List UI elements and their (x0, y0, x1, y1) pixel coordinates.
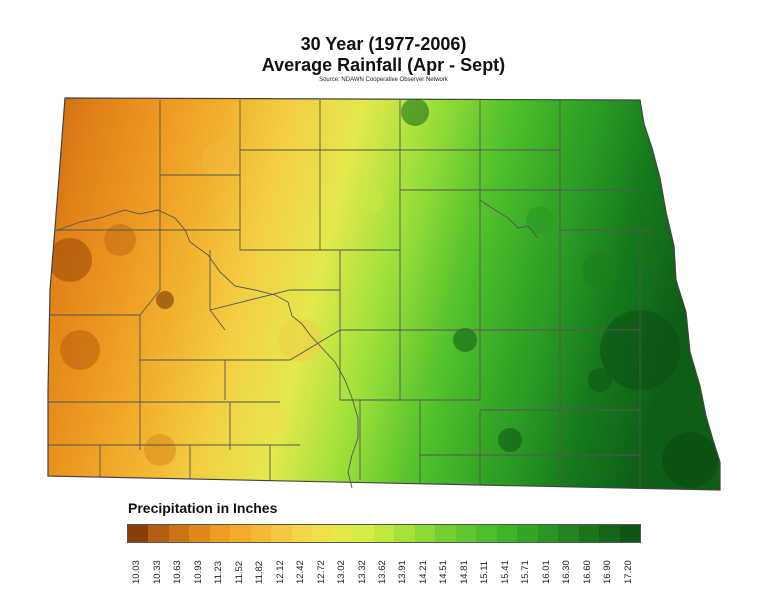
legend-swatch (332, 525, 354, 542)
legend-tick-label: 10.93 (192, 560, 204, 584)
legend-tick-label: 16.90 (602, 560, 614, 584)
legend-tick-label: 10.03 (131, 560, 143, 584)
state-fill (48, 98, 720, 490)
legend-tick-label: 14.81 (458, 560, 470, 584)
legend-tick-label: 12.72 (315, 560, 327, 584)
legend-swatch (128, 525, 149, 542)
legend-swatch (250, 525, 272, 542)
source-line: Source: NDAWN Cooperative Observer Netwo… (319, 77, 448, 83)
legend-tick-label: 11.23 (213, 560, 225, 584)
state-outline (47, 97, 721, 491)
legend-tick-label: 16.01 (540, 560, 552, 584)
legend-swatch (414, 525, 436, 542)
legend-swatch (599, 525, 620, 542)
missouri-river (57, 209, 359, 489)
legend-color-bar (127, 524, 641, 543)
legend-tick-label: 10.33 (151, 560, 163, 584)
legend-swatch (271, 525, 292, 542)
legend-tick-label: 17.20 (622, 560, 634, 584)
legend-swatch (168, 525, 190, 542)
legend-tick-label: 14.51 (438, 560, 450, 584)
sheyenne-river (479, 199, 539, 239)
legend-tick-label: 16.60 (581, 560, 593, 584)
legend-title: Precipitation in Inches (128, 500, 278, 516)
legend-swatch (394, 525, 415, 542)
legend-tick-label: 15.11 (479, 560, 491, 584)
legend-swatch (578, 525, 600, 542)
title-line-1: 30 Year (1977-2006) (300, 34, 467, 54)
legend-tick-label: 13.62 (377, 560, 388, 584)
legend-tick-labels: 10.03 10.33 10.63 10.93 11.23 11.52 11.82 12.12… (127, 544, 639, 584)
legend-swatch (517, 525, 538, 542)
map-title: 30 Year (1977-2006) Average Rainfall (Ap… (0, 34, 767, 84)
legend-swatch (476, 525, 497, 542)
legend-swatch (435, 525, 456, 542)
legend-swatch (558, 525, 579, 542)
legend-swatch (189, 525, 210, 542)
legend-tick-label: 12.12 (274, 560, 286, 584)
legend-swatch (209, 525, 231, 542)
legend-tick-label: 13.91 (397, 560, 409, 584)
legend-tick-label: 15.71 (520, 560, 532, 584)
legend-tick-label: 11.52 (233, 560, 245, 584)
legend-tick-label: 10.63 (172, 560, 184, 584)
title-line-2: Average Rainfall (Apr - Sept) (261, 55, 506, 75)
legend-tick-label: 11.82 (254, 560, 266, 584)
legend-swatch (373, 525, 395, 542)
legend-swatch (291, 525, 313, 542)
legend-swatch (312, 525, 333, 542)
legend-tick-label: 13.32 (356, 560, 368, 584)
legend-swatch (619, 525, 641, 542)
legend-tick-label: 13.02 (336, 560, 348, 584)
legend-swatch (148, 525, 169, 542)
legend-swatch (537, 525, 559, 542)
legend-tick-label: 14.21 (417, 560, 429, 584)
legend-tick-label: 12.42 (295, 560, 307, 584)
legend-swatch (496, 525, 518, 542)
rainfall-blotches (48, 98, 718, 488)
legend-swatch (455, 525, 477, 542)
legend-swatch (230, 525, 251, 542)
legend-swatch (353, 525, 374, 542)
rainfall-map (47, 97, 721, 491)
legend-tick-label: 15.41 (499, 560, 511, 584)
legend-tick-label: 16.30 (561, 560, 573, 584)
